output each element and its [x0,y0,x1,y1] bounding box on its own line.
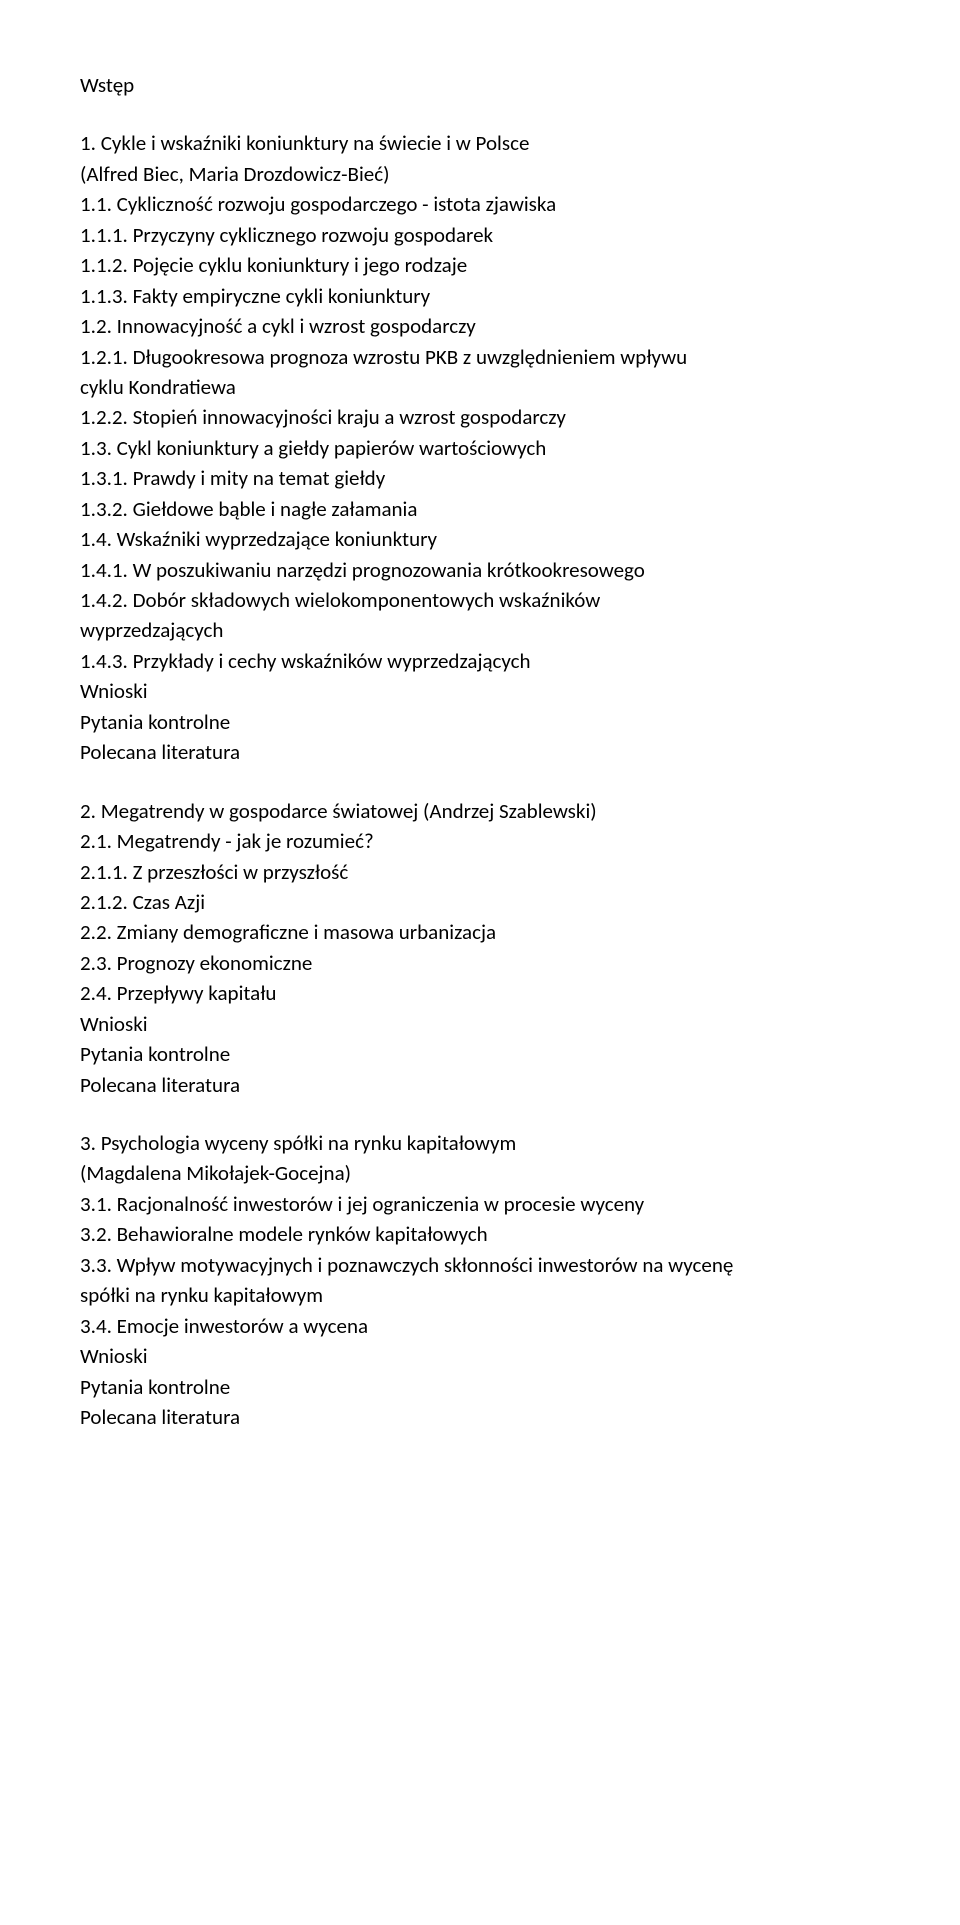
text-line: 2. Megatrendy w gospodarce światowej (An… [80,796,880,826]
chapter-3-block: 3. Psychologia wyceny spółki na rynku ka… [80,1128,880,1432]
text-line: Wnioski [80,1341,880,1371]
text-line: 1.1.1. Przyczyny cyklicznego rozwoju gos… [80,220,880,250]
text-line: Polecana literatura [80,1402,880,1432]
text-line: 1.4.2. Dobór składowych wielokomponentow… [80,585,880,615]
text-line: Wnioski [80,676,880,706]
text-line: 3.1. Racjonalność inwestorów i jej ogran… [80,1189,880,1219]
text-line: 1.4. Wskaźniki wyprzedzające koniunktury [80,524,880,554]
text-line: 1.2.2. Stopień innowacyjności kraju a wz… [80,402,880,432]
text-line: 3.4. Emocje inwestorów a wycena [80,1311,880,1341]
text-line: 1.1.2. Pojęcie cyklu koniunktury i jego … [80,250,880,280]
text-line: Pytania kontrolne [80,1372,880,1402]
chapter-1-block: 1. Cykle i wskaźniki koniunktury na świe… [80,128,880,767]
text-line: 3.2. Behawioralne modele rynków kapitało… [80,1219,880,1249]
intro-heading: Wstęp [80,70,880,100]
text-line: 2.2. Zmiany demograficzne i masowa urban… [80,917,880,947]
text-line: wyprzedzających [80,615,880,645]
text-line: 3.3. Wpływ motywacyjnych i poznawczych s… [80,1250,880,1280]
text-line: 1. Cykle i wskaźniki koniunktury na świe… [80,128,880,158]
text-line: Wnioski [80,1009,880,1039]
text-line: Polecana literatura [80,1070,880,1100]
text-line: Pytania kontrolne [80,707,880,737]
text-line: 1.4.3. Przykłady i cechy wskaźników wypr… [80,646,880,676]
text-line: spółki na rynku kapitałowym [80,1280,880,1310]
text-line: (Magdalena Mikołajek-Gocejna) [80,1158,880,1188]
text-line: 1.4.1. W poszukiwaniu narzędzi prognozow… [80,555,880,585]
text-line: 1.2. Innowacyjność a cykl i wzrost gospo… [80,311,880,341]
text-line: Polecana literatura [80,737,880,767]
text-line: 1.1. Cykliczność rozwoju gospodarczego -… [80,189,880,219]
chapter-2-block: 2. Megatrendy w gospodarce światowej (An… [80,796,880,1100]
text-line: 2.3. Prognozy ekonomiczne [80,948,880,978]
text-line: Pytania kontrolne [80,1039,880,1069]
text-line: 3. Psychologia wyceny spółki na rynku ka… [80,1128,880,1158]
text-line: 2.4. Przepływy kapitału [80,978,880,1008]
text-line: 2.1. Megatrendy - jak je rozumieć? [80,826,880,856]
text-line: 2.1.2. Czas Azji [80,887,880,917]
text-line: cyklu Kondratiewa [80,372,880,402]
text-line: 1.3. Cykl koniunktury a giełdy papierów … [80,433,880,463]
text-line: 2.1.1. Z przeszłości w przyszłość [80,857,880,887]
text-line: 1.3.1. Prawdy i mity na temat giełdy [80,463,880,493]
text-line: Wstęp [80,70,880,100]
text-line: 1.1.3. Fakty empiryczne cykli koniunktur… [80,281,880,311]
text-line: 1.3.2. Giełdowe bąble i nagłe załamania [80,494,880,524]
text-line: (Alfred Biec, Maria Drozdowicz-Bieć) [80,159,880,189]
text-line: 1.2.1. Długookresowa prognoza wzrostu PK… [80,342,880,372]
